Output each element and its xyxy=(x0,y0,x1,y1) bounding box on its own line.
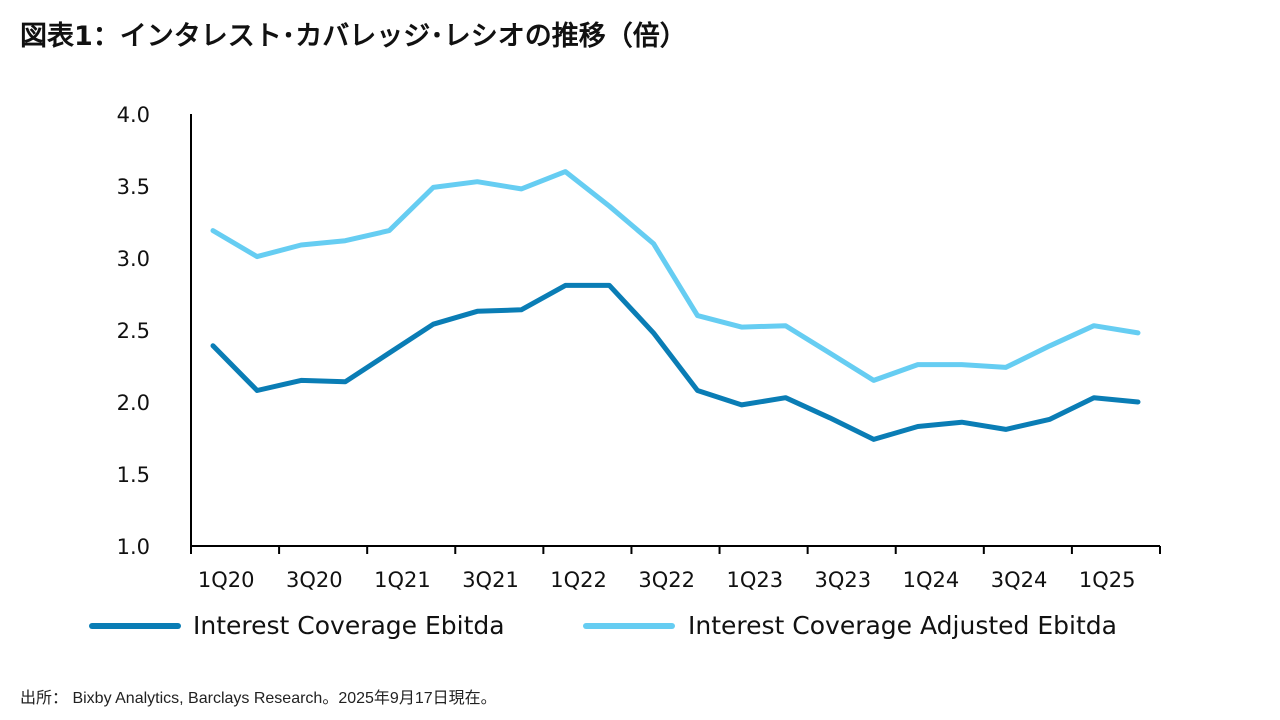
x-tick-label: 1Q23 xyxy=(726,568,783,592)
y-tick-label: 3.5 xyxy=(117,175,150,199)
y-tick-label: 4.0 xyxy=(117,103,150,127)
y-axis-ticks: 4.0 3.5 3.0 2.5 2.0 1.5 1.0 xyxy=(117,103,150,559)
y-tick-label: 2.0 xyxy=(117,391,150,415)
x-tick-label: 1Q20 xyxy=(198,568,255,592)
y-tick-label: 1.0 xyxy=(117,535,150,559)
x-tick-label: 3Q21 xyxy=(462,568,519,592)
axes xyxy=(190,114,1160,547)
legend: Interest Coverage Ebitda Interest Coverag… xyxy=(89,611,1117,640)
x-tick-label: 1Q21 xyxy=(374,568,431,592)
source-note: 出所： Bixby Analytics, Barclays Research。2… xyxy=(20,690,497,707)
y-tick-label: 2.5 xyxy=(117,319,150,343)
x-tick-label: 3Q24 xyxy=(991,568,1048,592)
x-tick-label: 3Q20 xyxy=(286,568,343,592)
x-tick-label: 1Q22 xyxy=(550,568,607,592)
x-tick-label: 1Q25 xyxy=(1079,568,1136,592)
x-tick-label: 1Q24 xyxy=(903,568,960,592)
x-tick-label: 3Q23 xyxy=(815,568,872,592)
series-line-interest-coverage-ebitda xyxy=(210,282,1141,442)
series-line-interest-coverage-adjusted-ebitda xyxy=(210,169,1141,383)
y-tick-label: 1.5 xyxy=(117,463,150,487)
x-axis-ticks: 1Q20 3Q20 1Q21 3Q21 1Q22 3Q22 1Q23 3Q23 1Q24 3Q24… xyxy=(190,546,1161,592)
series-lines xyxy=(210,169,1141,442)
chart-title: 図表1：インタレスト･カバレッジ･レシオの推移（倍） xyxy=(20,21,687,52)
y-tick-label: 3.0 xyxy=(117,247,150,271)
line-chart: 4.03.53.02.52.01.51.0 1Q20 3Q20 1Q21 3Q21 1Q… xyxy=(89,103,1161,640)
legend-label: Interest Coverage Ebitda xyxy=(193,611,505,640)
legend-label: Interest Coverage Adjusted Ebitda xyxy=(688,611,1117,640)
x-tick-label: 3Q22 xyxy=(638,568,695,592)
